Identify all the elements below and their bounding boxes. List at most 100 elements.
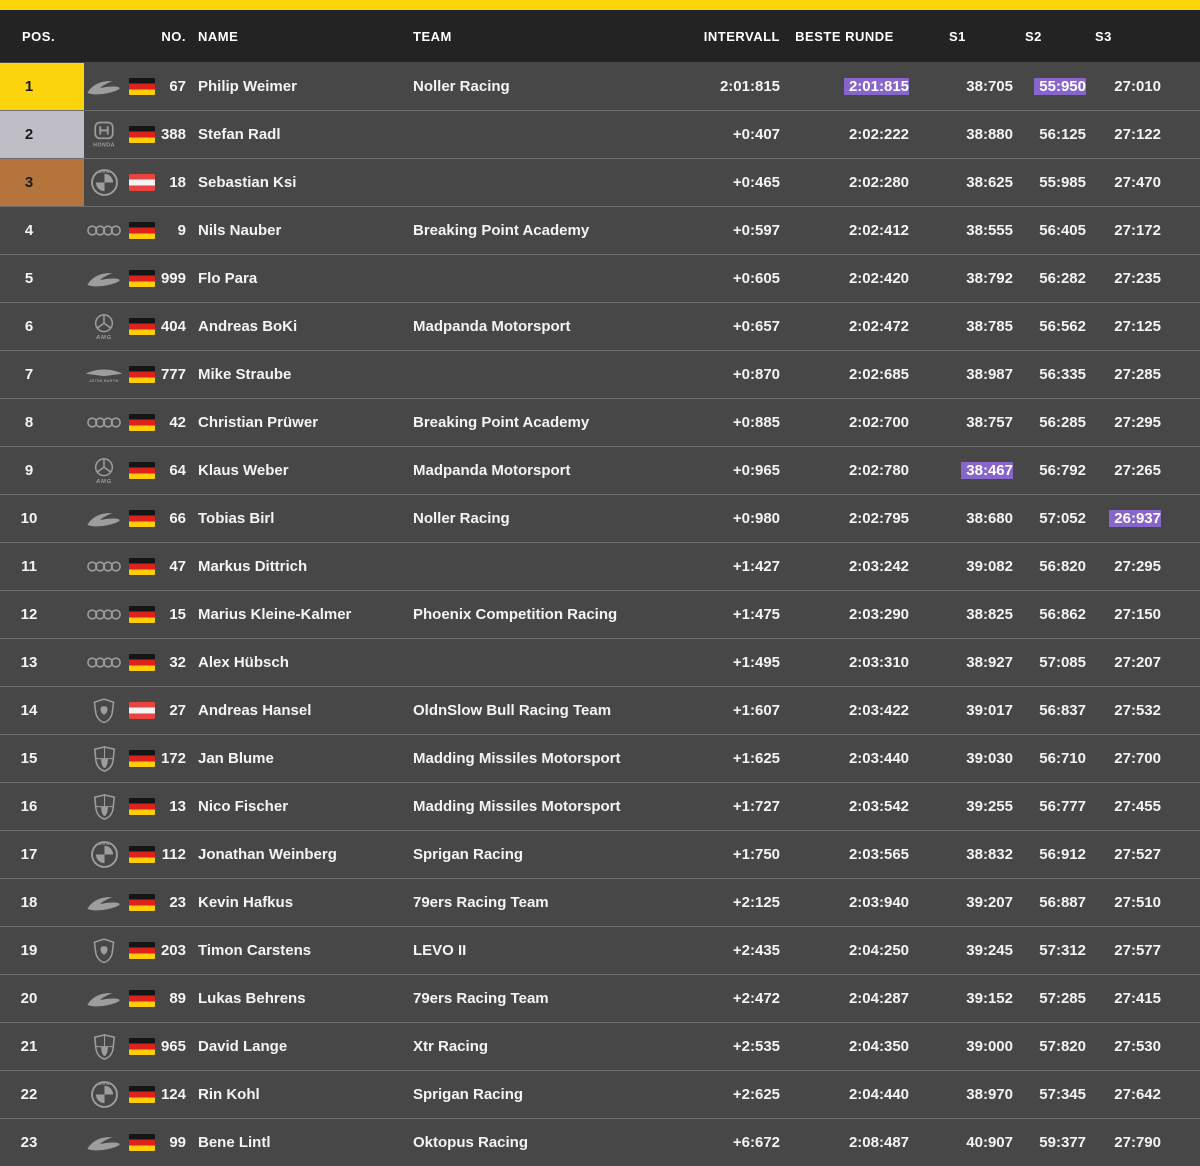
position-cell: 9	[24, 462, 34, 479]
interval-time: +2:435	[732, 942, 780, 959]
header-no: NO.	[161, 28, 186, 44]
table-row[interactable]: 5 999 Flo Para +0:605 2:02:420 38:792 56…	[0, 254, 1200, 302]
flag-at-icon	[124, 702, 160, 719]
flag-de-icon	[124, 558, 160, 575]
sector1-time: 38:927	[966, 654, 1013, 671]
team-name: Phoenix Competition Racing	[413, 606, 618, 623]
car-number: 27	[169, 702, 186, 719]
sector3-time: 27:285	[1114, 366, 1161, 383]
sector3-time: 27:172	[1114, 222, 1161, 239]
table-row[interactable]: 3 BMW 18 Sebastian Ksi +0:465 2:02:280 3…	[0, 158, 1200, 206]
table-row[interactable]: 12 15 Marius Kleine-Kalmer Phoenix Compe…	[0, 590, 1200, 638]
car-number: 965	[160, 1038, 186, 1055]
table-row[interactable]: 16 13 Nico Fischer Madding Missiles Moto…	[0, 782, 1200, 830]
sector1-time: 38:825	[966, 606, 1013, 623]
audi-logo-icon	[84, 414, 124, 431]
sector3-time: 27:470	[1114, 174, 1161, 191]
interval-time: +1:607	[732, 702, 780, 719]
position-cell: 19	[20, 942, 38, 959]
team-name: Xtr Racing	[413, 1038, 489, 1055]
table-row[interactable]: 18 23 Kevin Hafkus 79ers Racing Team +2:…	[0, 878, 1200, 926]
honda-logo-icon: HONDA	[84, 120, 124, 150]
table-row[interactable]: 14 27 Andreas Hansel OldnSlow Bull Racin…	[0, 686, 1200, 734]
best-lap-time: 2:02:420	[848, 270, 909, 287]
interval-time: +0:407	[732, 126, 780, 143]
audi-logo-icon	[84, 654, 124, 671]
svg-text:BMW: BMW	[98, 842, 109, 846]
sector2-time: 56:282	[1039, 270, 1086, 287]
table-row[interactable]: 15 172 Jan Blume Madding Missiles Motors…	[0, 734, 1200, 782]
sector1-time: 38:792	[966, 270, 1013, 287]
table-row[interactable]: 1 67 Philip Weimer Noller Racing 2:01:81…	[0, 62, 1200, 110]
svg-text:AMG: AMG	[95, 335, 112, 341]
table-row[interactable]: 6 AMG 404 Andreas BoKi Madpanda Motorspo…	[0, 302, 1200, 350]
table-row[interactable]: 2 HONDA 388 Stefan Radl +0:407 2:02:222 …	[0, 110, 1200, 158]
team-name: Oktopus Racing	[413, 1134, 529, 1151]
car-number: 23	[169, 894, 186, 911]
header-s2: S2	[1025, 28, 1042, 44]
best-lap-time: 2:03:542	[848, 798, 909, 815]
mclaren-logo-icon	[84, 268, 124, 290]
table-row[interactable]: 13 32 Alex Hübsch +1:495 2:03:310 38:927…	[0, 638, 1200, 686]
best-lap-time: 2:04:250	[848, 942, 909, 959]
table-header: POS. NO. NAME TEAM INTERVALL BESTE RUNDE…	[0, 10, 1200, 62]
sector1-time: 38:705	[966, 78, 1013, 95]
sector2-time: 56:820	[1039, 558, 1086, 575]
sector2-time: 56:912	[1039, 846, 1086, 863]
interval-time: +2:625	[732, 1086, 780, 1103]
svg-text:BMW: BMW	[98, 1082, 109, 1086]
table-row[interactable]: 19 203 Timon Carstens LEVO II +2:435 2:0…	[0, 926, 1200, 974]
table-row[interactable]: 4 9 Nils Nauber Breaking Point Academy +…	[0, 206, 1200, 254]
sector2-time: 57:345	[1039, 1086, 1086, 1103]
flag-de-icon	[124, 846, 160, 863]
table-row[interactable]: 8 42 Christian Prüwer Breaking Point Aca…	[0, 398, 1200, 446]
sector1-time: 39:000	[966, 1038, 1013, 1055]
sector1-time: 38:555	[966, 222, 1013, 239]
flag-de-icon	[124, 1038, 160, 1055]
table-row[interactable]: 17 BMW 112 Jonathan Weinberg Sprigan Rac…	[0, 830, 1200, 878]
best-lap-time: 2:03:440	[848, 750, 909, 767]
sector2-time: 56:862	[1039, 606, 1086, 623]
position-cell: 20	[20, 990, 38, 1007]
car-number: 64	[169, 462, 186, 479]
car-number: 67	[169, 78, 186, 95]
sector1-time: 39:030	[966, 750, 1013, 767]
table-row[interactable]: 22 BMW 124 Rin Kohl Sprigan Racing +2:62…	[0, 1070, 1200, 1118]
position-cell: 18	[20, 894, 38, 911]
car-number: 42	[169, 414, 186, 431]
flag-de-icon	[124, 942, 160, 959]
team-name: Breaking Point Academy	[413, 222, 590, 239]
sector1-time: 38:880	[966, 126, 1013, 143]
sector1-time: 38:680	[966, 510, 1013, 527]
interval-time: +0:870	[732, 366, 780, 383]
driver-name: Stefan Radl	[198, 126, 281, 143]
fastest-s1-highlight: 38:467	[961, 462, 1013, 479]
sector2-time: 56:335	[1039, 366, 1086, 383]
table-row[interactable]: 20 89 Lukas Behrens 79ers Racing Team +2…	[0, 974, 1200, 1022]
position-cell: 3	[0, 159, 84, 206]
best-lap-time: 2:04:440	[848, 1086, 909, 1103]
table-row[interactable]: 9 AMG 64 Klaus Weber Madpanda Motorsport…	[0, 446, 1200, 494]
table-row[interactable]: 23 99 Bene Lintl Oktopus Racing +6:672 2…	[0, 1118, 1200, 1166]
table-row[interactable]: 7 ASTON MARTIN 777 Mike Straube +0:870 2…	[0, 350, 1200, 398]
car-number: 99	[169, 1134, 186, 1151]
interval-time: +2:472	[732, 990, 780, 1007]
sector3-time: 27:790	[1114, 1134, 1161, 1151]
sector1-time: 38:785	[966, 318, 1013, 335]
sector1-time: 38:757	[966, 414, 1013, 431]
position-cell: 15	[20, 750, 38, 767]
table-row[interactable]: 10 66 Tobias Birl Noller Racing +0:980 2…	[0, 494, 1200, 542]
car-number: 112	[161, 846, 186, 863]
driver-name: Jan Blume	[198, 750, 274, 767]
table-row[interactable]: 11 47 Markus Dittrich +1:427 2:03:242 39…	[0, 542, 1200, 590]
flag-at-icon	[124, 174, 160, 191]
table-row[interactable]: 21 965 David Lange Xtr Racing +2:535 2:0…	[0, 1022, 1200, 1070]
sector3-time: 27:527	[1114, 846, 1161, 863]
car-number: 18	[169, 174, 186, 191]
porsche-logo-icon	[84, 1032, 124, 1062]
best-lap-time: 2:03:242	[848, 558, 909, 575]
sector2-time: 56:405	[1039, 222, 1086, 239]
fastest-s2-highlight: 55:950	[1034, 78, 1086, 95]
best-lap-time: 2:02:222	[848, 126, 909, 143]
